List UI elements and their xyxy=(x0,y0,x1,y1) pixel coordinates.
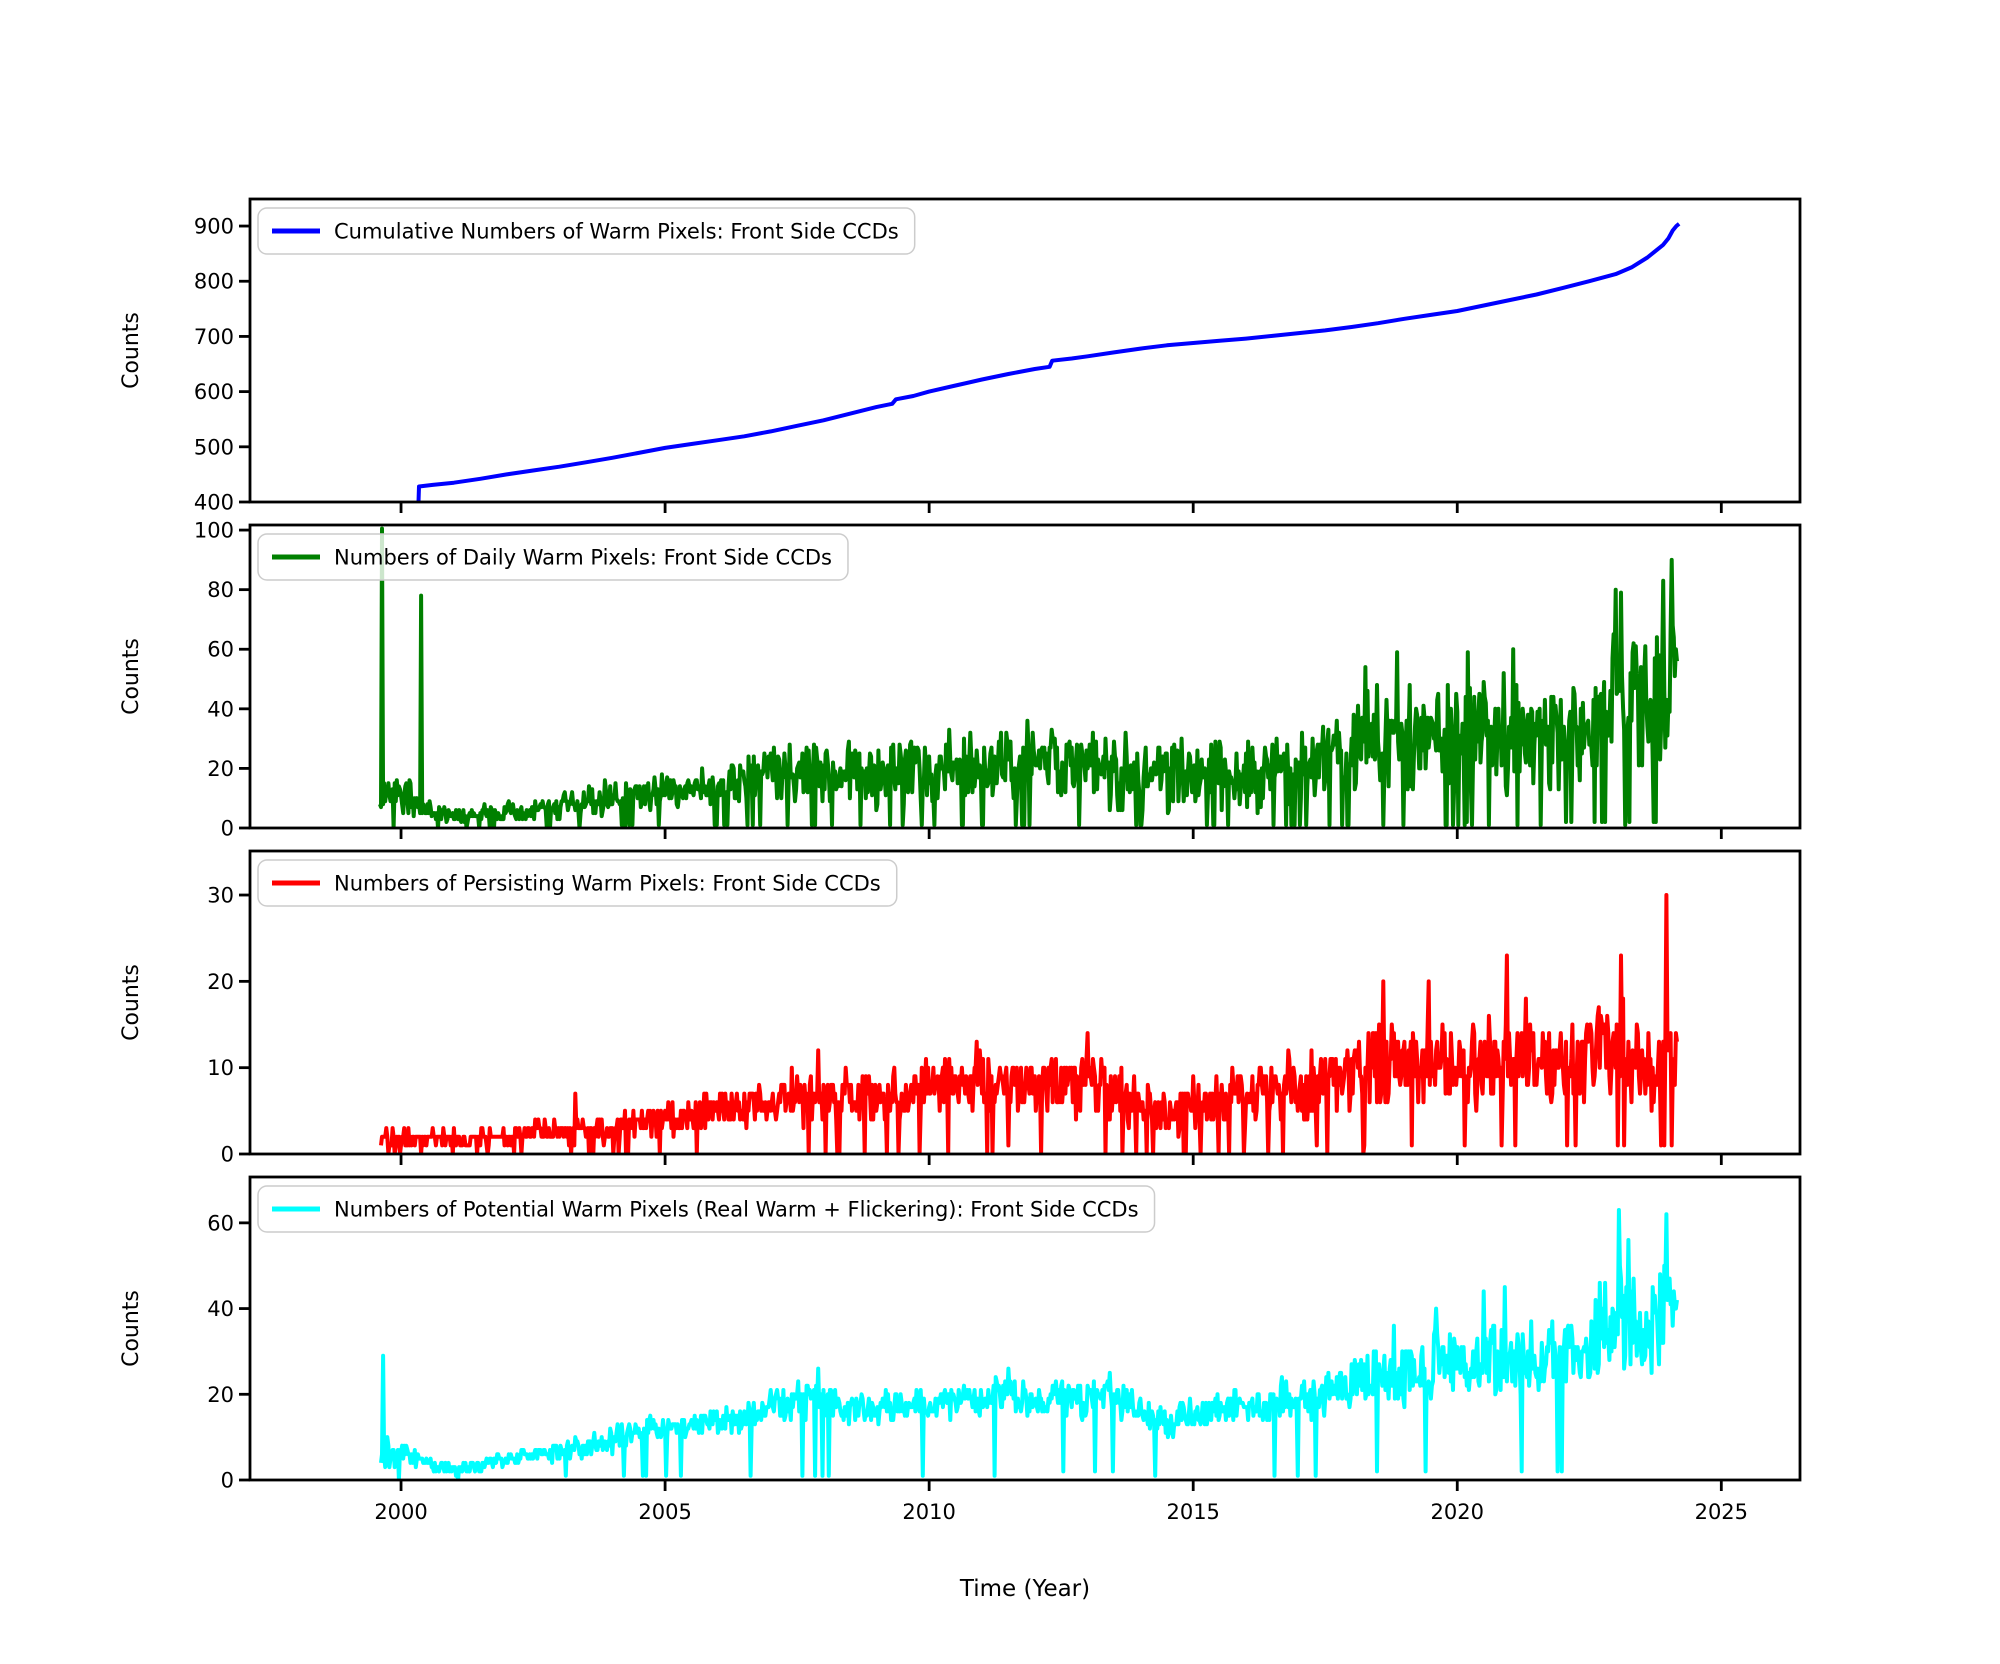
panel-3: 0 10 20 30 Counts Numbers of Persisting Warm … xyxy=(119,849,1802,1167)
y-tick-label: 40 xyxy=(207,697,234,721)
axes-frame xyxy=(248,197,1802,504)
legend: Cumulative Numbers of Warm Pixels: Front… xyxy=(257,207,916,255)
y-tick-label: 0 xyxy=(221,1469,234,1493)
y-tick-label: 0 xyxy=(221,817,234,841)
y-tick-label: 20 xyxy=(207,970,234,994)
legend-box xyxy=(257,533,849,581)
legend-label: Cumulative Numbers of Warm Pixels: Front… xyxy=(334,220,899,244)
y-axis-label: Counts xyxy=(119,312,144,389)
y-axis-label: Counts xyxy=(119,964,144,1041)
x-tick-label: 2010 xyxy=(902,1500,955,1524)
y-tick-label: 20 xyxy=(207,1383,234,1407)
series-line-panel-2 xyxy=(378,526,1679,828)
axes-frame xyxy=(248,523,1802,830)
y-tick-label: 40 xyxy=(207,1297,234,1321)
y-tick-label: 100 xyxy=(194,519,234,543)
y-tick-label: 0 xyxy=(221,1143,234,1167)
y-tick-label: 700 xyxy=(194,325,234,349)
y-axis-label: Counts xyxy=(119,1290,144,1367)
series-line-panel-1 xyxy=(416,222,1681,502)
legend-label: Numbers of Potential Warm Pixels (Real W… xyxy=(334,1198,1139,1222)
axes-frame xyxy=(248,1175,1802,1482)
x-tick-label: 2020 xyxy=(1431,1500,1484,1524)
y-tick-label: 30 xyxy=(207,884,234,908)
panel-1: 400 500 600 700 800 900 Counts Cumulative Numbe… xyxy=(119,197,1802,515)
legend-label: Numbers of Persisting Warm Pixels: Front… xyxy=(334,872,881,896)
y-tick-label: 80 xyxy=(207,578,234,602)
series-line-panel-4 xyxy=(379,1208,1679,1480)
legend: Numbers of Persisting Warm Pixels: Front… xyxy=(257,859,898,907)
legend: Numbers of Daily Warm Pixels: Front Side… xyxy=(257,533,849,581)
y-tick-label: 900 xyxy=(194,215,234,239)
x-tick-label: 2000 xyxy=(374,1500,427,1524)
y-tick-label: 400 xyxy=(194,491,234,515)
x-tick-label: 2025 xyxy=(1695,1500,1748,1524)
series-line-panel-3 xyxy=(379,893,1679,1154)
y-axis-label: Counts xyxy=(119,638,144,715)
y-tick-label: 500 xyxy=(194,435,234,459)
y-tick-label: 60 xyxy=(207,638,234,662)
y-tick-label: 800 xyxy=(194,270,234,294)
y-tick-label: 10 xyxy=(207,1056,234,1080)
panel-2: 0 20 40 60 80 100 Counts Numbers of Daily Warm … xyxy=(119,519,1802,841)
y-tick-label: 20 xyxy=(207,757,234,781)
x-axis-label: Time (Year) xyxy=(959,1576,1090,1602)
x-tick-label: 2005 xyxy=(638,1500,691,1524)
y-tick-label: 600 xyxy=(194,380,234,404)
legend-box xyxy=(257,859,898,907)
legend-label: Numbers of Daily Warm Pixels: Front Side… xyxy=(334,546,832,570)
panel-4: 0 20 40 60 2000 2005 2010 2015 2020 2025 Counts Num… xyxy=(119,1175,1802,1524)
axes-frame xyxy=(248,849,1802,1156)
legend: Numbers of Potential Warm Pixels (Real W… xyxy=(257,1185,1156,1233)
y-tick-label: 60 xyxy=(207,1211,234,1235)
x-tick-label: 2015 xyxy=(1166,1500,1219,1524)
legend-box xyxy=(257,1185,1156,1233)
legend-box xyxy=(257,207,916,255)
